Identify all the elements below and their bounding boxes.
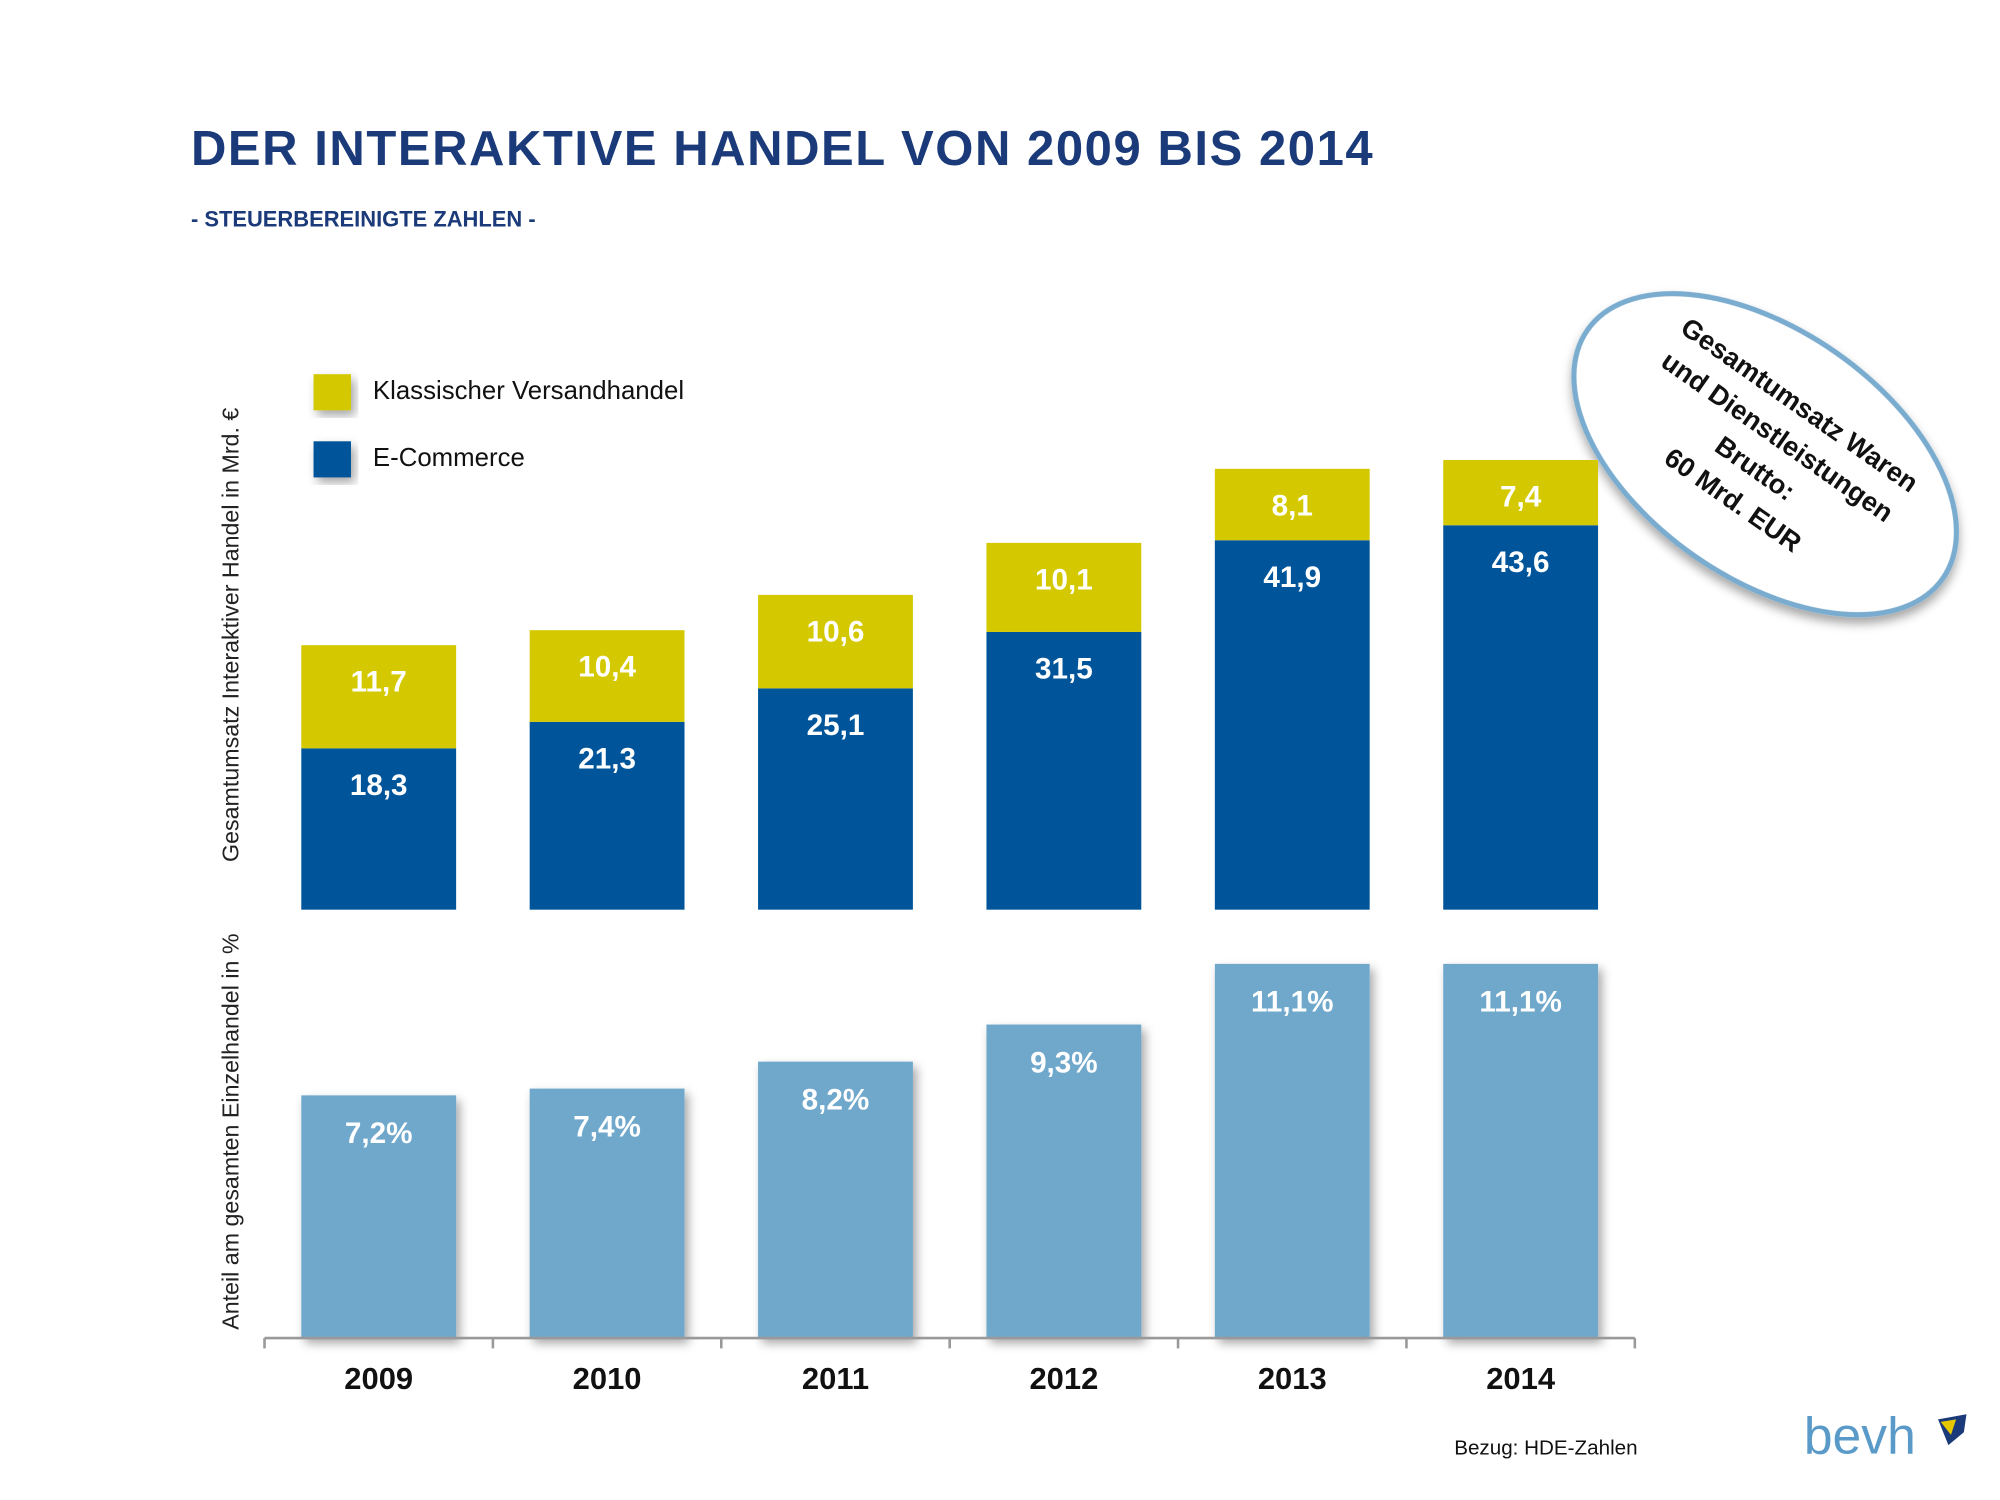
value-label: 10,4	[578, 651, 636, 684]
legend-label: Klassischer Versandhandel	[373, 377, 684, 405]
x-tick-label: 2014	[1486, 1361, 1556, 1396]
x-tick-label: 2013	[1258, 1361, 1327, 1396]
value-label: 7,4%	[573, 1110, 641, 1143]
value-label: 7,2%	[345, 1117, 413, 1150]
value-label: 11,1%	[1479, 986, 1561, 1019]
logo: bevh	[1804, 1407, 1916, 1465]
bar-segment	[529, 630, 685, 722]
legend-swatch	[313, 441, 351, 478]
y-axis-label: Anteil am gesamten Einzelhandel in %	[217, 933, 243, 1329]
source: Bezug: HDE-Zahlen	[1454, 1436, 1637, 1459]
x-tick-label: 2012	[1029, 1361, 1098, 1396]
value-label: 21,3	[578, 742, 636, 775]
legend-swatch	[313, 374, 351, 411]
value-label: 41,9	[1263, 561, 1321, 594]
annotation-ellipse	[1571, 291, 1959, 618]
bar-segment	[758, 688, 913, 910]
value-label: 43,6	[1492, 546, 1550, 579]
value-label: 10,1	[1035, 563, 1093, 596]
bar-segment	[986, 631, 1142, 910]
bar-segment	[986, 542, 1142, 632]
bar	[1443, 963, 1599, 1339]
bar	[301, 1095, 457, 1339]
x-tick-label: 2009	[344, 1361, 413, 1396]
value-label: 25,1	[807, 709, 865, 742]
bar-segment	[301, 748, 457, 910]
x-tick-label: 2011	[802, 1361, 869, 1396]
value-label: 11,7	[351, 666, 407, 699]
legend-label: E-Commerce	[373, 444, 525, 472]
bar-segment	[758, 594, 913, 689]
y-axis-label: Gesamtumsatz Interaktiver Handel in Mrd.…	[217, 408, 243, 862]
title: DER INTERAKTIVE HANDEL VON 2009 BIS 2014	[191, 122, 1374, 176]
bar-segment	[1214, 468, 1370, 541]
subtitle: - STEUERBEREINIGTE ZAHLEN -	[191, 206, 536, 231]
value-label: 9,3%	[1030, 1046, 1098, 1079]
bar-segment	[301, 645, 457, 749]
value-label: 31,5	[1035, 652, 1093, 685]
bar	[529, 1088, 685, 1339]
value-label: 10,6	[807, 615, 865, 648]
x-tick-label: 2010	[573, 1361, 642, 1396]
bar	[758, 1061, 913, 1339]
value-label: 18,3	[350, 769, 408, 802]
bar-segment	[1443, 525, 1599, 910]
logo-icon	[1940, 1419, 1957, 1435]
bar-segment	[1214, 540, 1370, 910]
value-label: 11,1%	[1251, 986, 1333, 1019]
value-label: 8,2%	[802, 1083, 870, 1116]
bar-segment	[1443, 460, 1599, 526]
bar	[986, 1024, 1142, 1339]
bar	[1214, 963, 1370, 1339]
value-label: 7,4	[1500, 481, 1542, 514]
value-label: 8,1	[1272, 489, 1313, 522]
bar-segment	[529, 721, 685, 910]
